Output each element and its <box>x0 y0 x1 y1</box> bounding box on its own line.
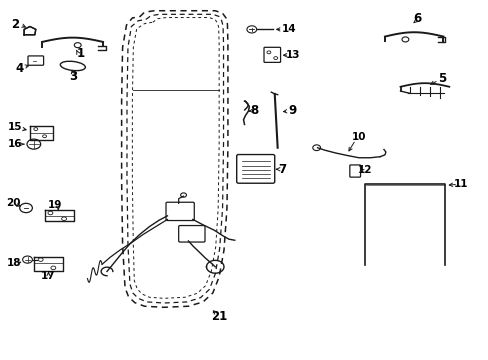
Text: 5: 5 <box>437 72 445 85</box>
Text: 16: 16 <box>8 139 22 149</box>
Text: 18: 18 <box>7 258 21 268</box>
Text: 12: 12 <box>357 165 372 175</box>
Text: 2: 2 <box>11 18 20 31</box>
Text: 10: 10 <box>351 132 366 142</box>
FancyBboxPatch shape <box>178 226 204 242</box>
Text: 1: 1 <box>77 47 85 60</box>
Text: 11: 11 <box>453 179 468 189</box>
Text: 8: 8 <box>250 104 258 117</box>
FancyBboxPatch shape <box>349 165 360 177</box>
Text: 13: 13 <box>285 50 300 60</box>
Text: 3: 3 <box>69 69 77 82</box>
Text: 20: 20 <box>6 198 20 208</box>
Text: 14: 14 <box>282 24 296 35</box>
Text: 17: 17 <box>41 271 56 281</box>
FancyBboxPatch shape <box>28 56 43 65</box>
Text: 9: 9 <box>287 104 296 117</box>
FancyBboxPatch shape <box>165 202 194 221</box>
Text: 21: 21 <box>211 310 227 324</box>
Text: 4: 4 <box>15 62 23 75</box>
FancyBboxPatch shape <box>236 154 274 183</box>
Polygon shape <box>24 27 36 35</box>
FancyBboxPatch shape <box>264 47 280 62</box>
Text: 15: 15 <box>8 122 22 132</box>
Text: 7: 7 <box>278 163 286 176</box>
Text: 6: 6 <box>413 12 421 25</box>
Text: 19: 19 <box>48 200 62 210</box>
